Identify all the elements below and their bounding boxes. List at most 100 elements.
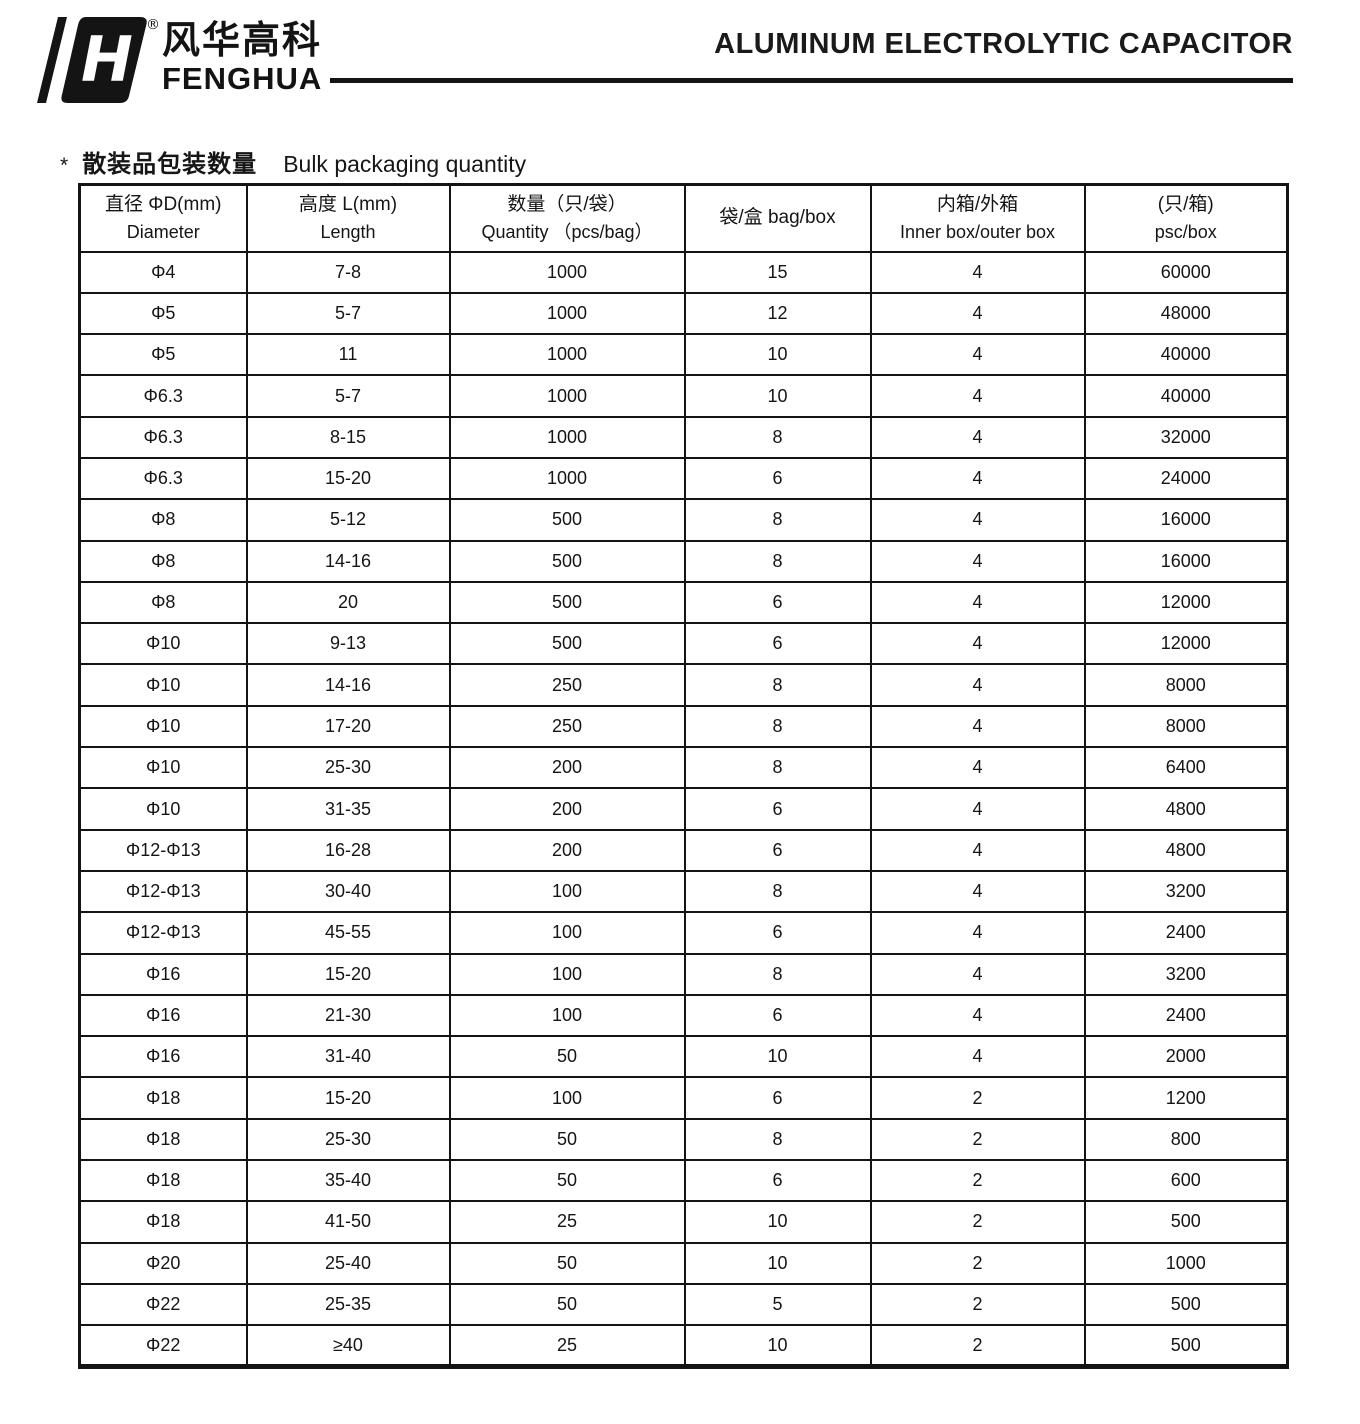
fenghua-logo: H ® 风华高科 FENGHUA — [36, 12, 336, 107]
table-cell: 100 — [448, 1076, 686, 1120]
table-cell: Φ16 — [78, 993, 248, 1038]
table-cell: 8 — [683, 663, 872, 707]
table-cell: 6 — [683, 828, 872, 872]
table-cell: 4 — [869, 415, 1086, 459]
table-cell: Φ5 — [78, 291, 248, 336]
table-row: Φ16 31-40 50 10 4 2000 — [78, 1035, 1289, 1079]
table-cell: 2400 — [1083, 993, 1289, 1038]
table-row: Φ12-Φ13 16-28 200 6 4 4800 — [78, 828, 1289, 872]
table-cell: Φ8 — [78, 498, 248, 542]
table-cell: 25 — [448, 1324, 686, 1368]
column-header-1: 直径 ΦD(mm) Diameter — [78, 183, 248, 253]
table-cell: 4 — [869, 539, 1086, 583]
table-cell: 4 — [869, 993, 1086, 1038]
table-cell: 2 — [869, 1282, 1086, 1327]
table-cell: 10 — [683, 1035, 872, 1079]
table-cell: 20 — [245, 580, 451, 625]
table-cell: Φ22 — [78, 1282, 248, 1327]
table-cell: 12000 — [1083, 580, 1289, 625]
section-heading: * 散装品包装数量 Bulk packaging quantity — [60, 144, 526, 179]
table-row: Φ10 17-20 250 8 4 8000 — [78, 704, 1289, 749]
table-cell: 25-30 — [245, 746, 451, 790]
table-cell: Φ16 — [78, 1035, 248, 1079]
table-cell: 45-55 — [245, 911, 451, 955]
table-cell: 6 — [683, 1159, 872, 1203]
table-row: Φ20 25-40 50 10 2 1000 — [78, 1241, 1289, 1285]
table-cell: 4800 — [1083, 787, 1289, 831]
table-cell: 15-20 — [245, 952, 451, 996]
table-cell: 50 — [448, 1159, 686, 1203]
table-cell: 4 — [869, 333, 1086, 377]
table-cell: Φ4 — [78, 250, 248, 294]
table-cell: Φ10 — [78, 622, 248, 666]
brand-name-chinese: 风华高科 — [162, 20, 323, 62]
table-cell: Φ12-Φ13 — [78, 869, 248, 914]
table-cell: 12 — [683, 291, 872, 336]
table-cell: 40000 — [1083, 333, 1289, 377]
table-cell: 5-12 — [245, 498, 451, 542]
table-cell: 6400 — [1083, 746, 1289, 790]
table-cell: 2400 — [1083, 911, 1289, 955]
table-cell: 500 — [1083, 1200, 1289, 1244]
table-cell: Φ10 — [78, 746, 248, 790]
table-cell: Φ12-Φ13 — [78, 828, 248, 872]
column-header-line2: Diameter — [126, 222, 200, 243]
table-cell: 4 — [869, 498, 1086, 542]
column-header-3: 数量（只/袋） Quantity （pcs/bag） — [448, 183, 686, 253]
table-cell: 1000 — [448, 415, 686, 459]
table-cell: 2 — [869, 1241, 1086, 1285]
table-cell: 15 — [683, 250, 872, 294]
table-cell: 2 — [869, 1117, 1086, 1162]
table-cell: 8 — [683, 746, 872, 790]
table-cell: 600 — [1083, 1159, 1289, 1203]
bulk-packaging-table: 直径 ΦD(mm) Diameter 高度 L(mm) Length 数量（只/袋） Qu… — [78, 183, 1289, 1370]
table-row: Φ4 7-8 1000 15 4 60000 — [78, 250, 1289, 294]
table-cell: Φ12-Φ13 — [78, 911, 248, 955]
table-cell: 500 — [448, 580, 686, 625]
table-cell: 2 — [869, 1324, 1086, 1368]
table-cell: 2 — [869, 1159, 1086, 1203]
table-cell: 16-28 — [245, 828, 451, 872]
column-header-line2: psc/box — [1154, 222, 1217, 243]
table-cell: 10 — [683, 374, 872, 418]
table-cell: 30-40 — [245, 869, 451, 914]
table-cell: 50 — [448, 1117, 686, 1162]
column-header-line1: (只/箱) — [1157, 194, 1214, 216]
table-cell: 7-8 — [245, 250, 451, 294]
table-cell: Φ18 — [78, 1159, 248, 1203]
table-cell: 6 — [683, 911, 872, 955]
table-row: Φ12-Φ13 45-55 100 6 4 2400 — [78, 911, 1289, 955]
table-row: Φ6.3 15-20 1000 6 4 24000 — [78, 456, 1289, 501]
section-bullet: * — [60, 154, 69, 177]
registered-trademark-icon: ® — [146, 17, 160, 33]
table-cell: 6 — [683, 580, 872, 625]
table-cell: Φ10 — [78, 787, 248, 831]
table-cell: 100 — [448, 911, 686, 955]
table-cell: 800 — [1083, 1117, 1289, 1162]
column-header-6: (只/箱) psc/box — [1083, 183, 1289, 253]
table-cell: 1200 — [1083, 1076, 1289, 1120]
table-cell: Φ8 — [78, 580, 248, 625]
table-cell: 5-7 — [245, 374, 451, 418]
table-cell: 100 — [448, 993, 686, 1038]
table-cell: 25-30 — [245, 1117, 451, 1162]
table-cell: 500 — [1083, 1282, 1289, 1327]
column-header-2: 高度 L(mm) Length — [245, 183, 451, 253]
table-cell: 4 — [869, 911, 1086, 955]
section-title-chinese: 散装品包装数量 — [82, 151, 258, 178]
column-header-line1: 高度 L(mm) — [298, 194, 398, 216]
table-cell: 4 — [869, 746, 1086, 790]
table-cell: 6 — [683, 787, 872, 831]
table-cell: 4 — [869, 1035, 1086, 1079]
table-cell: 8 — [683, 498, 872, 542]
table-cell: 500 — [448, 498, 686, 542]
table-cell: 25-35 — [245, 1282, 451, 1327]
table-cell: 11 — [245, 333, 451, 377]
table-row: Φ10 31-35 200 6 4 4800 — [78, 787, 1289, 831]
table-cell: 10 — [683, 1324, 872, 1368]
table-row: Φ18 41-50 25 10 2 500 — [78, 1200, 1289, 1244]
table-cell: 4 — [869, 952, 1086, 996]
table-cell: 25-40 — [245, 1241, 451, 1285]
table-cell: 48000 — [1083, 291, 1289, 336]
